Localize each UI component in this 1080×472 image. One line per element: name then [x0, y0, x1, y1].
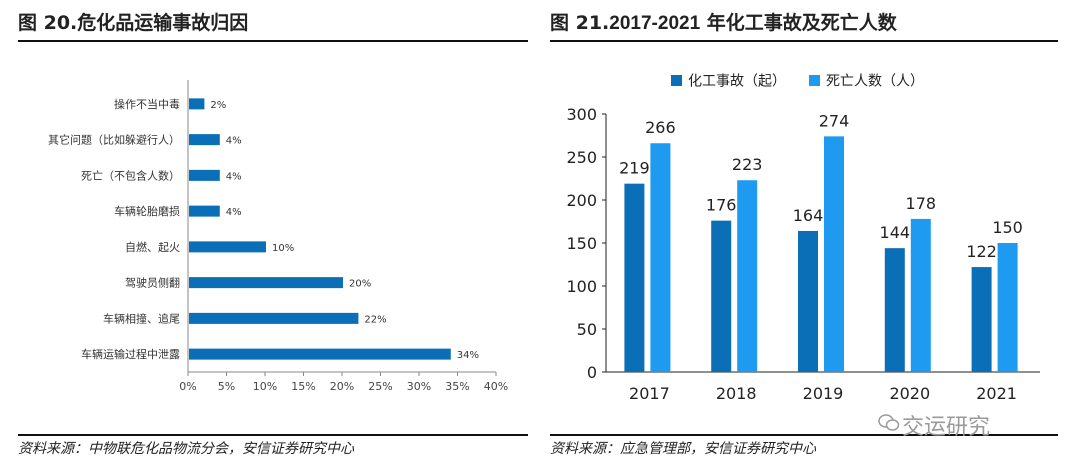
hbar-bar — [189, 134, 220, 146]
hbar-x-tick-label: 5% — [218, 380, 235, 393]
hbar-value-label: 10% — [272, 243, 294, 254]
vbar-category-label: 2020 — [889, 384, 930, 403]
hbar-category-label: 其它问题（比如躲避行人） — [48, 133, 180, 147]
vbar-value-label: 223 — [732, 155, 763, 174]
hbar-bar — [189, 241, 266, 253]
vbar-bar — [824, 136, 844, 372]
vbar-y-tick-label: 50 — [577, 320, 597, 339]
vbar-category-label: 2018 — [716, 384, 757, 403]
vbar-bar — [711, 220, 732, 372]
hbar-x-tick-label: 20% — [330, 380, 354, 393]
right-title-bold: 2017-2021 — [609, 13, 701, 34]
vbar-bar — [737, 180, 758, 372]
hbar-value-label: 4% — [226, 171, 242, 182]
vbar-value-label: 266 — [645, 118, 676, 137]
vbar-bar — [624, 183, 645, 372]
hbar-x-tick-label: 25% — [368, 380, 392, 393]
hbar-category-label: 死亡（不包含人数） — [81, 168, 180, 182]
hbar-x-tick-label: 30% — [407, 380, 431, 393]
vbar-value-label: 150 — [992, 218, 1023, 237]
hbar-value-label: 20% — [349, 279, 371, 290]
hbar-value-label: 2% — [210, 100, 226, 111]
grouped-bar-chart: 0 50 100 150 200 250 300 2017 219 266 2018 176 223 20… — [566, 74, 1040, 403]
hbar-category-label: 驾驶员侧翻 — [125, 276, 180, 290]
watermark-text: 交运研究 — [902, 415, 991, 440]
vbar-value-label: 144 — [880, 223, 911, 242]
right-source-note: 资料来源：应急管理部，安信证券研究中心 — [550, 441, 816, 457]
left-title-rule — [18, 40, 528, 42]
hbar-value-label: 4% — [226, 136, 242, 147]
vbar-legend-label: 死亡人数（人） — [826, 74, 924, 90]
right-title-prefix: 图 21. — [550, 12, 610, 34]
vbar-bar — [798, 230, 818, 372]
hbar-x-tick-label: 40% — [484, 380, 508, 393]
hbar-category-label: 车辆相撞、追尾 — [103, 311, 180, 325]
hbar-x-tick-label: 0% — [179, 380, 196, 393]
right-figure-title: 图 21.2017-2021 年化工事故及死亡人数 — [550, 8, 897, 35]
vbar-category-label: 2019 — [803, 384, 844, 403]
hbar-value-label: 22% — [364, 314, 386, 325]
hbar-bar — [189, 277, 343, 289]
vbar-y-tick-label: 100 — [566, 277, 597, 296]
vbar-bar — [650, 143, 671, 372]
vbar-legend-label: 化工事故（起） — [688, 74, 786, 90]
hbar-value-label: 4% — [226, 207, 242, 218]
hbar-chart: 操作不当中毒 2% 其它问题（比如躲避行人） 4% 死亡（不包含人数） 4% 车辆轮胎磨损 4… — [48, 80, 508, 393]
vbar-legend-swatch — [671, 75, 682, 86]
vbar-y-tick-label: 200 — [566, 191, 597, 210]
vbar-bar — [997, 243, 1018, 372]
vbar-value-label: 219 — [619, 159, 650, 178]
hbar-category-label: 操作不当中毒 — [114, 97, 180, 111]
vbar-value-label: 176 — [706, 196, 737, 215]
wechat-icon — [878, 414, 900, 431]
right-source-rule — [550, 434, 1058, 436]
vbar-y-tick-label: 250 — [566, 148, 597, 167]
left-source-note: 资料来源：中物联危化品物流分会，安信证券研究中心 — [18, 441, 354, 457]
hbar-bar — [189, 205, 220, 217]
hbar-bar — [189, 312, 359, 324]
left-source-rule — [18, 434, 528, 436]
vbar-category-label: 2017 — [629, 384, 670, 403]
vbar-bar — [910, 218, 931, 372]
hbar-category-label: 车辆运输过程中泄露 — [81, 347, 180, 361]
hbar-bar — [189, 169, 220, 181]
vbar-value-label: 178 — [906, 194, 937, 213]
hbar-bar — [189, 98, 205, 110]
right-title-rule — [550, 40, 1058, 42]
vbar-y-tick-label: 0 — [587, 363, 597, 382]
vbar-value-label: 274 — [819, 111, 850, 130]
hbar-x-tick-label: 35% — [445, 380, 469, 393]
vbar-y-tick-label: 300 — [566, 105, 597, 124]
hbar-x-tick-label: 15% — [291, 380, 315, 393]
hbar-x-tick-label: 10% — [253, 380, 277, 393]
vbar-bar — [971, 267, 992, 372]
vbar-value-label: 164 — [793, 206, 824, 225]
vbar-legend-swatch — [809, 75, 820, 86]
right-title-suffix: 年化工事故及死亡人数 — [700, 12, 897, 34]
hbar-category-label: 车辆轮胎磨损 — [114, 204, 180, 218]
hbar-bar — [189, 348, 451, 360]
left-figure-title: 图 20.危化品运输事故归因 — [18, 12, 249, 34]
vbar-bar — [884, 248, 905, 372]
vbar-value-label: 122 — [966, 242, 997, 261]
vbar-y-tick-label: 150 — [566, 234, 597, 253]
hbar-value-label: 34% — [457, 350, 479, 361]
vbar-category-label: 2021 — [976, 384, 1017, 403]
hbar-category-label: 自燃、起火 — [125, 240, 180, 254]
